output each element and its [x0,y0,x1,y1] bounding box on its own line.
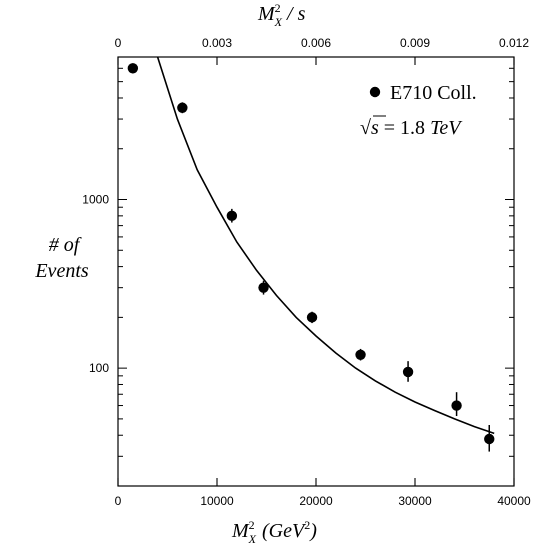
bottom-axis-label-sup: 2 [249,518,255,532]
energy-unit: TeV [430,117,463,139]
data-marker [402,366,414,378]
bottom-axis-label-main: M [231,520,250,542]
data-point [451,392,462,417]
data-marker [451,400,462,411]
data-marker [258,282,269,293]
data-points [127,63,495,452]
x-tick-label: 40000 [497,494,531,508]
y-axis-left: 100 1000 [82,56,127,487]
x2-tick-label: 0.003 [202,36,232,50]
legend-annotation: √s = 1.8 TeV [360,117,463,139]
y-tick-label: 100 [89,361,109,375]
y-axis-label-line1: # of [49,234,82,256]
x2-tick-label: 0.009 [400,36,430,50]
x-tick-label: 10000 [200,494,234,508]
sqrt-symbol: √ [360,117,371,139]
data-point [177,102,188,114]
top-axis-label-rest: / s [282,3,306,25]
data-marker [177,102,188,113]
bottom-axis-label-close: ) [309,520,317,542]
fit-curve [156,56,495,435]
y-tick-label: 1000 [82,193,109,207]
data-point [484,425,495,452]
top-axis-label-main: M [257,3,276,25]
legend-entry: E710 Coll. [390,82,477,104]
data-point [355,348,366,361]
data-point [127,63,139,74]
data-marker [306,312,318,323]
data-marker [484,433,495,445]
legend-marker [369,86,381,98]
top-axis-label: M2 X / s [257,1,306,29]
y-axis-label-line2: Events [34,260,89,282]
data-marker [355,349,366,360]
x-tick-label: 30000 [398,494,432,508]
bottom-axis-label: M2 X (GeV2) [231,518,317,546]
top-axis-label-sub: X [274,15,283,29]
x2-tick-label: 0 [115,36,122,50]
x-axis-bottom: 0 10000 20000 30000 40000 [115,478,531,508]
data-point [258,280,269,295]
top-axis-label-sup: 2 [275,1,281,15]
y-axis-right [505,56,514,487]
bottom-axis-label-sub: X [248,532,257,546]
data-marker [226,210,238,222]
energy-value: = 1.8 [379,117,430,139]
data-point [226,208,238,223]
sqrt-radicand: s [371,117,379,139]
data-marker [127,63,139,74]
x-tick-label: 20000 [299,494,333,508]
data-point [306,311,318,324]
legend: E710 Coll. √s = 1.8 TeV [360,82,477,139]
x-tick-label: 0 [115,494,122,508]
bottom-axis-label-unit-sup: 2 [304,518,310,532]
data-point [402,361,414,382]
x-axis-top: 0 0.003 0.006 0.009 0.012 [115,36,529,65]
x2-tick-label: 0.012 [499,36,529,50]
bottom-axis-label-unit: (GeV [262,520,307,542]
x2-tick-label: 0.006 [301,36,331,50]
